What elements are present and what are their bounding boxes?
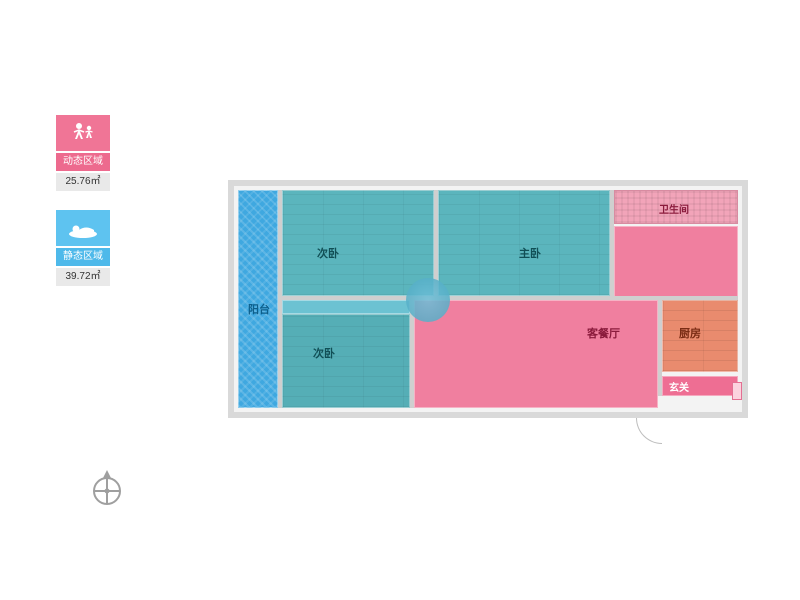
room-bathroom-label: 卫生间 <box>659 201 689 216</box>
room-gap <box>282 300 410 314</box>
room-entrance-label: 玄关 <box>669 379 689 394</box>
room-bedroom-bottom-label: 次卧 <box>313 345 335 361</box>
room-balcony-label: 阳台 <box>248 301 270 317</box>
room-living: 客餐厅 <box>414 300 658 408</box>
people-icon <box>56 115 110 151</box>
legend-dynamic: 动态区域 25.76㎡ <box>56 115 110 191</box>
room-balcony: 阳台 <box>238 190 278 408</box>
legend-static: 静态区域 39.72㎡ <box>56 210 110 286</box>
legend-dynamic-value: 25.76㎡ <box>56 173 110 191</box>
room-kitchen-label: 厨房 <box>679 325 701 341</box>
room-corridor <box>614 226 738 298</box>
semi-circle-decor <box>406 278 450 322</box>
room-bedroom-top-label: 次卧 <box>317 245 339 261</box>
legend-static-label: 静态区域 <box>56 248 110 266</box>
room-bedroom-bottom: 次卧 <box>282 314 410 408</box>
legend-dynamic-label: 动态区域 <box>56 153 110 171</box>
sleep-icon <box>56 210 110 246</box>
room-living-label: 客餐厅 <box>587 325 620 341</box>
floorplan: 阳台 次卧 主卧 卫生间 次卧 客餐厅 厨房 玄关 <box>228 180 748 418</box>
small-box-decor <box>732 382 742 400</box>
room-kitchen: 厨房 <box>662 300 738 372</box>
room-bathroom: 卫生间 <box>614 190 738 224</box>
room-master: 主卧 <box>438 190 610 296</box>
compass-icon <box>90 470 124 513</box>
room-master-label: 主卧 <box>519 245 541 261</box>
door-icon <box>636 418 662 444</box>
room-entrance: 玄关 <box>662 376 738 396</box>
room-bedroom-top: 次卧 <box>282 190 434 296</box>
legend-static-value: 39.72㎡ <box>56 268 110 286</box>
